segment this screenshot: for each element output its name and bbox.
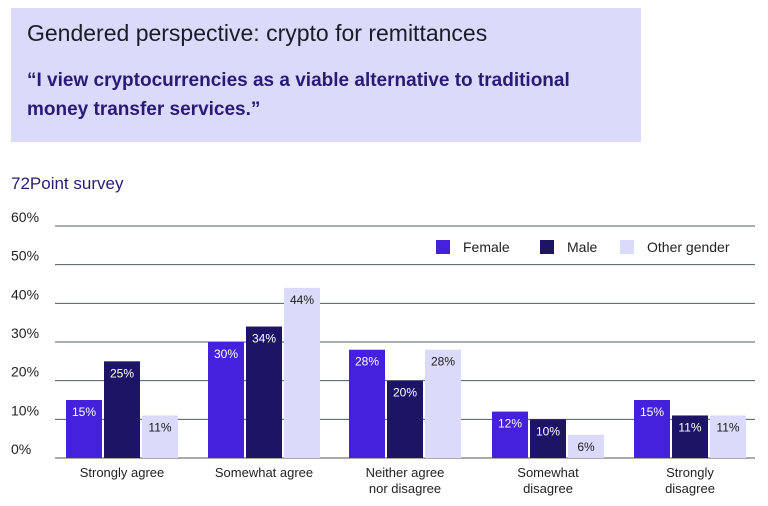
y-tick-label: 30% xyxy=(11,325,39,341)
x-category-label: Somewhat xyxy=(517,465,579,480)
bar-male xyxy=(246,326,282,458)
bar-female xyxy=(349,349,385,458)
y-tick-label: 50% xyxy=(11,248,39,264)
data-label: 10% xyxy=(536,424,560,438)
bar-female xyxy=(208,342,244,458)
x-category-label: Strongly xyxy=(666,465,714,480)
data-label: 12% xyxy=(498,417,522,431)
data-label: 15% xyxy=(640,405,664,419)
bar-female xyxy=(634,400,670,458)
header-panel xyxy=(11,8,641,142)
y-tick-label: 0% xyxy=(11,441,31,457)
survey-quote: “I view cryptocurrencies as a viable alt… xyxy=(27,70,570,120)
data-label: 34% xyxy=(252,332,276,346)
bar-male xyxy=(387,380,423,458)
y-tick-label: 60% xyxy=(11,209,39,225)
data-label: 20% xyxy=(393,386,417,400)
x-category-label: Strongly agree xyxy=(80,465,165,480)
y-tick-label: 10% xyxy=(11,402,39,418)
x-category-label: nor disagree xyxy=(369,481,441,496)
bar-female xyxy=(492,411,528,458)
bar-other-gender xyxy=(142,415,178,458)
data-label: 28% xyxy=(355,355,379,369)
bar-male xyxy=(104,361,140,458)
data-label: 15% xyxy=(72,405,96,419)
y-tick-label: 40% xyxy=(11,286,39,302)
x-category-label: Somewhat agree xyxy=(215,465,313,480)
data-label: 6% xyxy=(577,440,595,454)
data-label: 28% xyxy=(431,355,455,369)
x-category-label: disagree xyxy=(665,481,715,496)
x-category-label: Neither agree xyxy=(366,465,445,480)
data-label: 30% xyxy=(214,347,238,361)
bar-male xyxy=(672,415,708,458)
data-label: 25% xyxy=(110,366,134,380)
legend-swatch-other-gender xyxy=(620,240,634,254)
data-label: 11% xyxy=(716,420,739,434)
bar-female xyxy=(66,400,102,458)
x-category-label: disagree xyxy=(523,481,573,496)
chart-title: Gendered perspective: crypto for remitta… xyxy=(27,20,488,46)
data-label: 11% xyxy=(148,420,171,434)
legend-label: Female xyxy=(463,239,510,255)
legend-label: Other gender xyxy=(647,239,730,255)
data-label: 11% xyxy=(678,420,701,434)
bar-male xyxy=(530,419,566,458)
y-tick-label: 20% xyxy=(11,364,39,380)
data-label: 44% xyxy=(290,293,314,307)
bar-other-gender xyxy=(568,434,604,458)
legend-swatch-female xyxy=(436,240,450,254)
bar-other-gender xyxy=(284,287,320,458)
bar-other-gender xyxy=(425,349,461,458)
legend-label: Male xyxy=(567,239,598,255)
legend-swatch-male xyxy=(540,240,554,254)
bar-other-gender xyxy=(710,415,746,458)
chart-subtitle: 72Point survey xyxy=(11,174,124,193)
